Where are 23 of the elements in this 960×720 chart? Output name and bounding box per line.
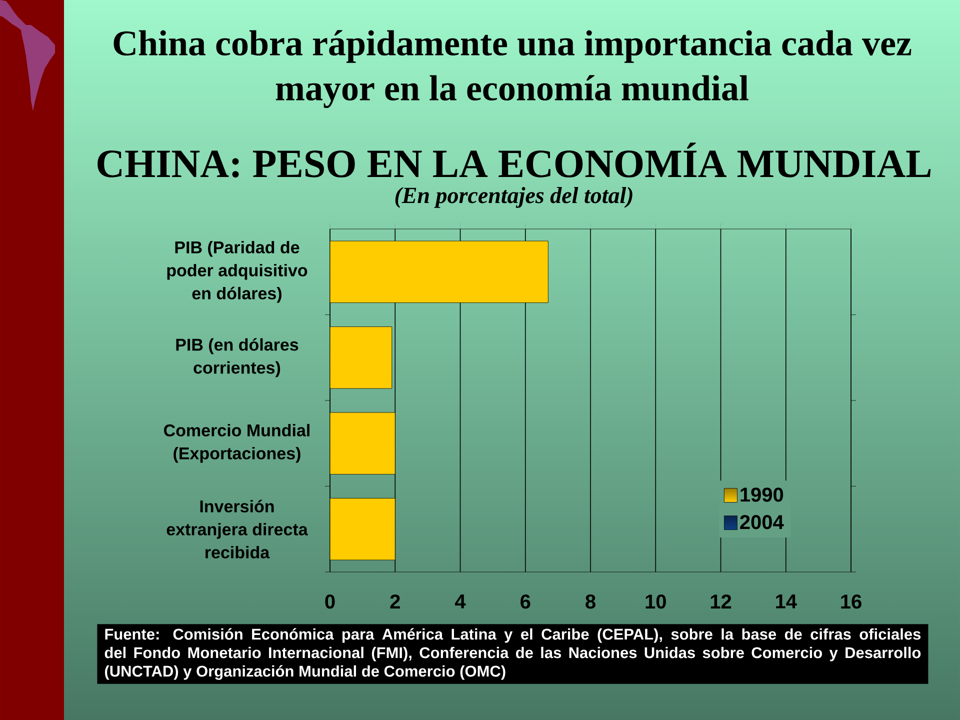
x-tick-label: 12 xyxy=(710,594,732,608)
x-tick-label: 0 xyxy=(325,594,335,609)
bar xyxy=(330,412,396,474)
y-tick-label: Comercio Mundial (Exportaciones) xyxy=(164,424,310,463)
x-tick-label: 2 xyxy=(390,594,400,608)
x-tick-label: 14 xyxy=(776,594,797,608)
y-tick-label: PIB (Paridad de poder adquisitivo en dólares) xyxy=(167,240,308,303)
x-tick-label: 6 xyxy=(520,594,530,609)
legend-label: 2004 xyxy=(740,515,784,530)
bar xyxy=(330,498,396,560)
x-tick-label: 4 xyxy=(454,594,466,608)
x-tick-label: 16 xyxy=(841,594,862,609)
y-tick-label: PIB (en dólares corrientes) xyxy=(176,338,298,378)
x-tick-label: 10 xyxy=(646,594,666,609)
source-note: Fuente: Comisión Económica para América Latina y el Caribe (CEPAL), sobre la base de cifras oficiales del Fondo Monetario Internacional (FMI), Conferencia de las Naciones Unidas sobre Comercio y Desarrollo (UNCTAD) y Organización Mundial de Comercio (OMC) xyxy=(104,628,921,680)
legend-label: 1990 xyxy=(740,488,784,502)
x-tick-label: 8 xyxy=(586,594,596,609)
text: China cobra rápidamente una importancia cada vez mayor en la economía mundial xyxy=(114,30,912,108)
bar xyxy=(330,326,392,389)
chart-title: CHINA: PESO EN LA ECONOMÍA MUNDIAL xyxy=(98,142,931,178)
y-tick-label: Inversión extranjera directa recibida xyxy=(166,500,308,558)
bar xyxy=(330,240,548,303)
chart-subtitle: (En porcentajes del total) xyxy=(395,187,632,208)
